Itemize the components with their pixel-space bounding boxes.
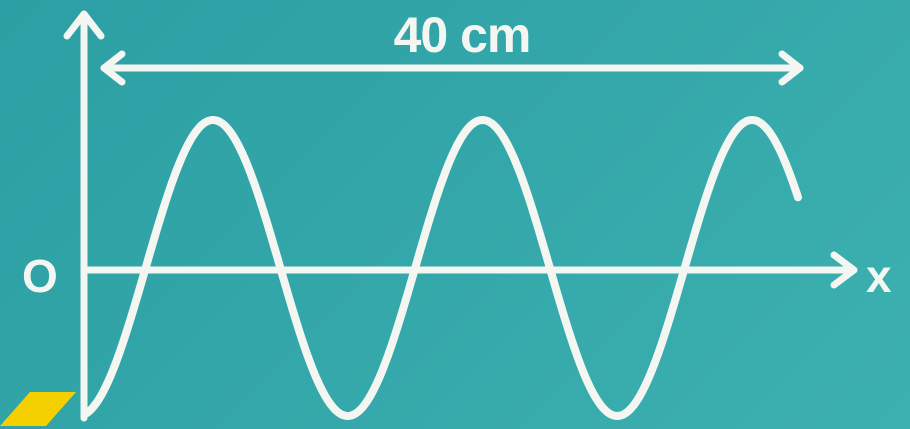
y-axis [63,10,105,422]
corner-marker [0,392,76,426]
wave-curve [82,116,802,420]
dimension-arrow [100,50,804,86]
x-axis-label: x [866,250,892,302]
origin-label: O [22,250,58,302]
x-axis [80,251,858,289]
dimension-label: 40 cm [393,7,532,63]
